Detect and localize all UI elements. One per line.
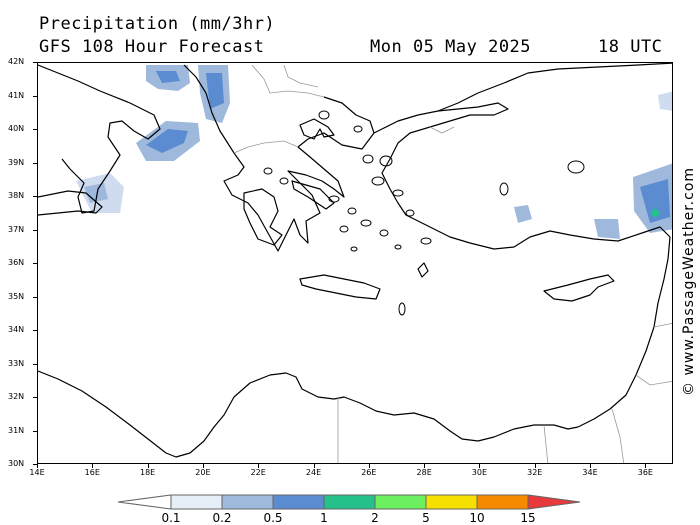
lon-label: 28E [416,468,432,477]
lon-label: 36E [637,468,653,477]
lon-label: 18E [139,468,156,477]
scale-swatch [425,494,478,510]
coast-marmara [381,102,671,250]
lon-label: 14E [29,468,45,477]
lat-tick [33,229,37,231]
coast-levant [577,236,671,428]
scale-label: 2 [371,511,379,525]
coast-euboea [291,180,335,210]
scale-label: 0.2 [212,511,232,525]
lat-tick [33,196,37,197]
precip-cells [76,65,672,239]
coast-sicily [38,190,103,216]
lon-tick [534,464,536,468]
credit-text: © www.PassageWeather.com [681,166,697,396]
map-title: Precipitation (mm/3hr) [39,14,276,34]
lat-tick [33,296,37,298]
forecast-time: 18 UTC [598,37,663,57]
scale-swatch [374,494,427,510]
lon-tick [147,464,149,468]
coast-north-africa [38,370,579,458]
lat-label: 30N [8,459,25,468]
lat-tick [33,129,37,130]
lat-tick [33,464,37,465]
lon-tick [37,464,38,468]
lat-label: 42N [8,57,25,66]
lon-label: 26E [361,468,377,477]
coast-cyprus [543,274,615,302]
lon-label: 20E [195,468,211,477]
lon-tick [258,464,260,468]
lat-label: 39N [8,157,25,167]
coast-peloponnese [243,188,283,246]
forecast-label: GFS 108 Hour Forecast [39,37,265,57]
lat-tick [33,95,37,97]
scale-label: 5 [422,511,430,525]
precip-color-scale [118,494,581,510]
lat-tick [33,263,37,264]
lon-tick [313,464,315,468]
lat-tick [33,397,37,398]
scale-swatch [272,494,325,510]
lat-label: 40N [8,124,25,133]
lat-label: 41N [8,90,25,100]
scale-label: 0.1 [161,511,181,525]
lat-tick [33,363,37,365]
lon-tick [645,464,647,468]
lon-label: 34E [582,468,598,477]
coast-balkans [183,64,375,252]
lat-label: 36N [8,258,25,267]
scale-label: 1 [320,511,328,525]
lon-tick [202,464,204,468]
scale-swatch [170,494,223,510]
rain-cell-aegean [514,205,532,223]
lat-tick [33,430,37,432]
lat-tick [33,62,37,63]
lat-label: 38N [8,191,25,200]
coast-thrace [373,63,672,134]
coast-crete [299,274,381,300]
lon-label: 16E [84,468,100,477]
lon-label: 32E [527,468,543,477]
lat-tick [33,330,37,331]
lat-label: 37N [8,224,25,234]
scale-low-arrow [118,494,172,510]
scale-swatch [323,494,376,510]
lon-label: 22E [250,468,266,477]
lon-label: 30E [471,468,488,477]
lon-tick [479,464,481,468]
country-borders [233,64,672,463]
lat-label: 32N [8,392,25,401]
lat-label: 34N [8,325,25,334]
lon-label: 24E [305,468,322,477]
aegean-islands [263,110,585,316]
coast-italy [38,64,161,214]
scale-swatch [221,494,274,510]
lon-tick [368,464,370,468]
scale-label: 15 [520,511,536,525]
lat-label: 31N [8,425,25,435]
lat-label: 33N [8,358,25,368]
coast-chalkidiki [299,118,335,140]
lon-tick [424,464,426,468]
scale-high-arrow [527,494,581,510]
precipitation-map [37,62,673,464]
scale-swatch [476,494,529,510]
lon-tick [92,464,94,468]
scale-label: 10 [469,511,485,525]
lat-tick [33,162,37,164]
scale-label: 0.5 [263,511,283,525]
forecast-date: Mon 05 May 2025 [370,37,532,57]
lat-label: 35N [8,291,25,301]
lon-tick [590,464,592,468]
coastlines [38,63,672,458]
